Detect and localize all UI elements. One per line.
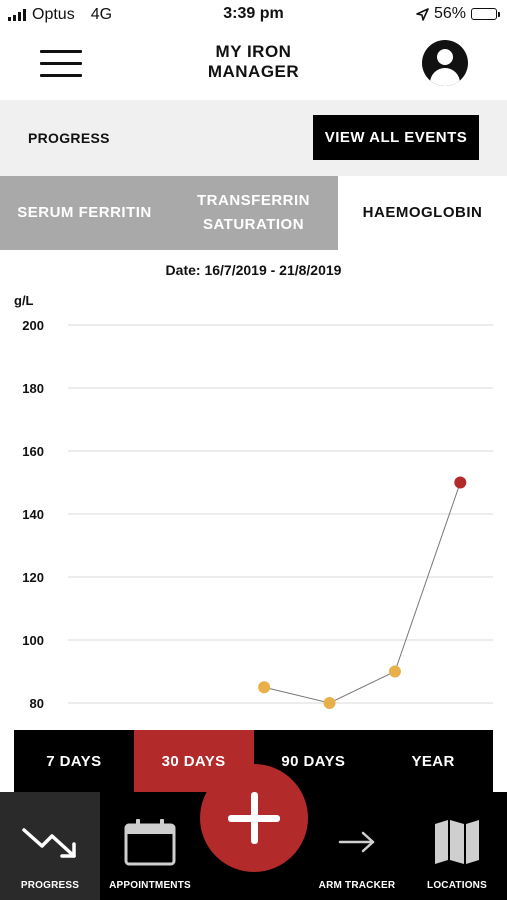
status-time: 3:39 pm (223, 5, 284, 22)
nav-locations-label: LOCATIONS (427, 880, 487, 891)
date-range-label: Date: 16/7/2019 - 21/8/2019 (165, 262, 342, 278)
chart-series (258, 476, 467, 709)
status-right: 56% (416, 5, 500, 23)
tab-serum-ferritin-label: SERUM FERRITIN (17, 204, 152, 221)
network-type: 4G (90, 6, 113, 23)
series-line (264, 482, 461, 704)
tab-transferrin-line1: TRANSFERRIN (197, 192, 310, 209)
signal-icon (8, 9, 26, 21)
y-tick-label: 100 (22, 633, 44, 648)
battery-percent: 56% (433, 5, 466, 22)
time-range-selector: 7 DAYS 30 DAYS 90 DAYS YEAR (14, 730, 493, 792)
app-title-line1: MY IRON (215, 42, 292, 61)
nav-progress[interactable]: PROGRESS (0, 792, 100, 900)
progress-header: PROGRESS VIEW ALL EVENTS (0, 100, 507, 176)
carrier-info: Optus 4G (8, 6, 112, 24)
y-tick-label: 120 (22, 570, 44, 585)
nav-appointments-label: APPOINTMENTS (109, 880, 191, 891)
nav-appointments[interactable]: APPOINTMENTS (100, 792, 200, 900)
app-header: MY IRON MANAGER (0, 30, 507, 100)
app-title: MY IRON MANAGER (150, 42, 357, 82)
y-tick-label: 160 (22, 444, 44, 459)
tab-transferrin-saturation[interactable]: TRANSFERRIN SATURATION (169, 176, 338, 250)
y-tick-label: 200 (22, 318, 44, 333)
app-title-line2: MANAGER (207, 62, 300, 81)
user-profile-icon[interactable] (422, 40, 468, 86)
metric-tabs: SERUM FERRITIN TRANSFERRIN SATURATION HA… (0, 176, 507, 250)
nav-arm-tracker[interactable]: ARM TRACKER (307, 792, 407, 900)
data-point[interactable] (258, 681, 271, 694)
tab-transferrin-line2: SATURATION (202, 216, 305, 233)
range-7-days-button[interactable]: 7 DAYS (46, 752, 102, 770)
map-icon (435, 820, 479, 864)
chart-grid: 200 180 160 140 120 100 80 (22, 318, 493, 711)
hamburger-icon[interactable] (40, 50, 82, 78)
y-axis-label: g/L (14, 293, 34, 308)
range-90-days-button[interactable]: 90 DAYS (281, 752, 346, 770)
battery-icon (471, 8, 500, 20)
tab-serum-ferritin[interactable]: SERUM FERRITIN (0, 176, 169, 250)
y-tick-label: 80 (30, 696, 44, 711)
haemoglobin-chart: g/L 200 180 160 140 120 100 80 (14, 293, 493, 711)
right-arrow-icon (338, 831, 375, 853)
data-point[interactable] (323, 697, 336, 709)
status-bar: Optus 4G 3:39 pm 56% (0, 0, 507, 30)
data-point[interactable] (454, 476, 467, 489)
add-event-button[interactable] (200, 764, 308, 872)
trend-down-arrow-icon (22, 828, 76, 858)
y-tick-label: 140 (22, 507, 44, 522)
calendar-icon (124, 819, 176, 866)
progress-label: PROGRESS (28, 130, 110, 146)
tab-haemoglobin[interactable]: HAEMOGLOBIN (338, 176, 507, 250)
range-year-button[interactable]: YEAR (411, 752, 455, 770)
data-point[interactable] (388, 665, 401, 678)
nav-arm-tracker-label: ARM TRACKER (318, 880, 396, 891)
view-all-events-button[interactable]: VIEW ALL EVENTS (313, 115, 479, 160)
location-arrow-icon (416, 7, 429, 21)
nav-progress-label: PROGRESS (20, 880, 80, 891)
y-tick-label: 180 (22, 381, 44, 396)
nav-locations[interactable]: LOCATIONS (407, 792, 507, 900)
carrier-name: Optus (32, 6, 75, 23)
tab-haemoglobin-label: HAEMOGLOBIN (362, 204, 483, 221)
